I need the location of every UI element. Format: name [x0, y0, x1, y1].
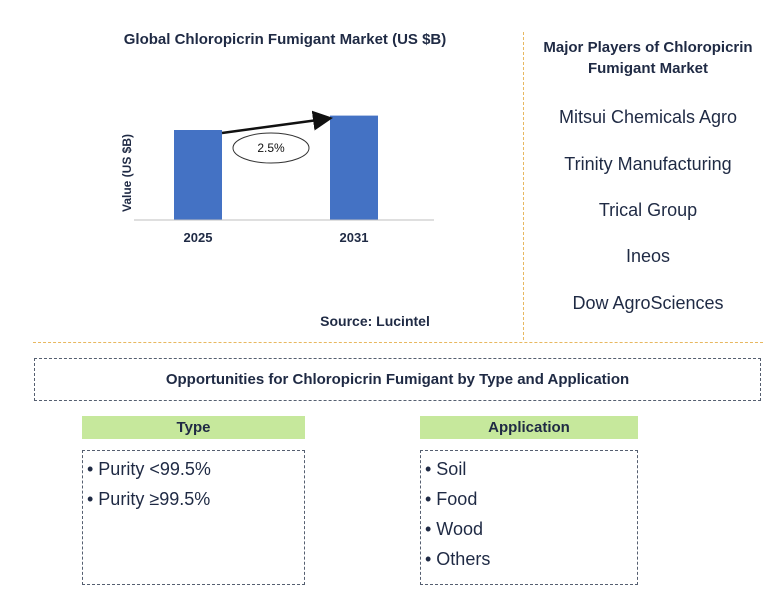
player-item: Trical Group — [598, 200, 698, 220]
player-item: Trinity Manufacturing — [564, 154, 732, 174]
type-list: • Purity <99.5% • Purity ≥99.5% — [82, 450, 305, 585]
application-list: • Soil • Food • Wood • Others — [420, 450, 638, 585]
bar-2025 — [174, 130, 222, 220]
type-header: Type — [82, 416, 305, 439]
growth-arrow — [221, 110, 333, 135]
player-item: Ineos — [625, 246, 671, 266]
growth-badge — [232, 132, 310, 164]
growth-label: 2.5% — [257, 141, 285, 155]
bar-2031 — [330, 115, 378, 220]
application-header: Application — [420, 416, 638, 439]
y-axis-label: Value (US $B) — [120, 134, 134, 212]
type-item: • Purity ≥99.5% — [87, 489, 211, 509]
x-tick-label: 2031 — [340, 230, 369, 245]
vertical-divider — [523, 32, 524, 340]
application-header-label: Application — [488, 419, 570, 436]
player-item: Mitsui Chemicals Agro — [558, 107, 738, 127]
player-item: Dow AgroSciences — [572, 293, 724, 313]
application-item: • Soil — [425, 459, 467, 479]
opportunities-title-box: Opportunities for Chloropicrin Fumigant … — [34, 358, 761, 401]
type-header-label: Type — [176, 419, 211, 436]
application-item: • Food — [425, 489, 478, 509]
chart-title: Global Chloropicrin Fumigant Market (US … — [123, 31, 447, 48]
x-tick-label: 2025 — [184, 230, 213, 245]
horizontal-divider — [33, 342, 763, 343]
players-title: Major Players of Chloropicrin Fumigant M… — [543, 39, 753, 77]
opportunities-title: Opportunities for Chloropicrin Fumigant … — [165, 371, 630, 388]
application-item: • Wood — [425, 519, 483, 539]
source-label: Source: Lucintel — [320, 313, 430, 329]
type-item: • Purity <99.5% — [87, 459, 211, 479]
application-item: • Others — [425, 549, 491, 569]
